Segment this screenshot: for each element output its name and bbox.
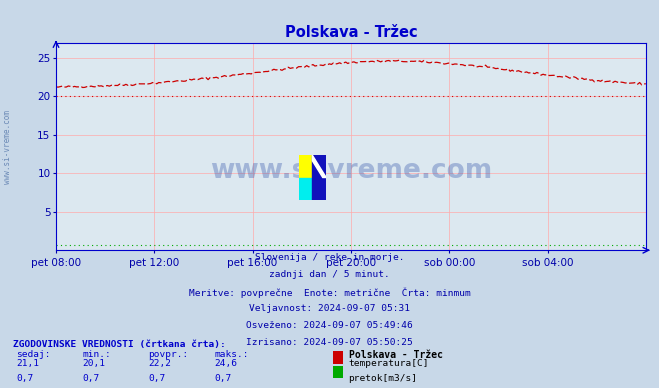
Text: 22,2: 22,2 xyxy=(148,359,171,368)
Text: Veljavnost: 2024-09-07 05:31: Veljavnost: 2024-09-07 05:31 xyxy=(249,304,410,313)
Text: ZGODOVINSKE VREDNOSTI (črtkana črta):: ZGODOVINSKE VREDNOSTI (črtkana črta): xyxy=(13,340,226,349)
Text: 21,1: 21,1 xyxy=(16,359,40,368)
Text: maks.:: maks.: xyxy=(214,350,248,359)
Text: Slovenija / reke in morje.: Slovenija / reke in morje. xyxy=(255,253,404,262)
Text: Polskava - Tržec: Polskava - Tržec xyxy=(349,350,444,360)
Text: 0,7: 0,7 xyxy=(82,374,100,383)
Text: pretok[m3/s]: pretok[m3/s] xyxy=(348,374,417,383)
Text: zadnji dan / 5 minut.: zadnji dan / 5 minut. xyxy=(269,270,390,279)
Text: min.:: min.: xyxy=(82,350,111,359)
Text: 0,7: 0,7 xyxy=(16,374,34,383)
Polygon shape xyxy=(312,155,326,200)
Text: www.si-vreme.com: www.si-vreme.com xyxy=(3,111,13,184)
Text: sedaj:: sedaj: xyxy=(16,350,51,359)
Polygon shape xyxy=(299,155,312,178)
Title: Polskava - Tržec: Polskava - Tržec xyxy=(285,25,417,40)
Text: Izrisano: 2024-09-07 05:50:25: Izrisano: 2024-09-07 05:50:25 xyxy=(246,338,413,347)
Polygon shape xyxy=(312,155,326,178)
Text: Meritve: povprečne  Enote: metrične  Črta: minmum: Meritve: povprečne Enote: metrične Črta:… xyxy=(188,287,471,298)
Text: temperatura[C]: temperatura[C] xyxy=(348,359,428,368)
Text: 0,7: 0,7 xyxy=(148,374,165,383)
Text: Osveženo: 2024-09-07 05:49:46: Osveženo: 2024-09-07 05:49:46 xyxy=(246,321,413,330)
Text: 20,1: 20,1 xyxy=(82,359,105,368)
Text: povpr.:: povpr.: xyxy=(148,350,188,359)
Polygon shape xyxy=(299,178,312,200)
Text: www.si-vreme.com: www.si-vreme.com xyxy=(210,158,492,184)
Text: 0,7: 0,7 xyxy=(214,374,231,383)
Text: 24,6: 24,6 xyxy=(214,359,237,368)
